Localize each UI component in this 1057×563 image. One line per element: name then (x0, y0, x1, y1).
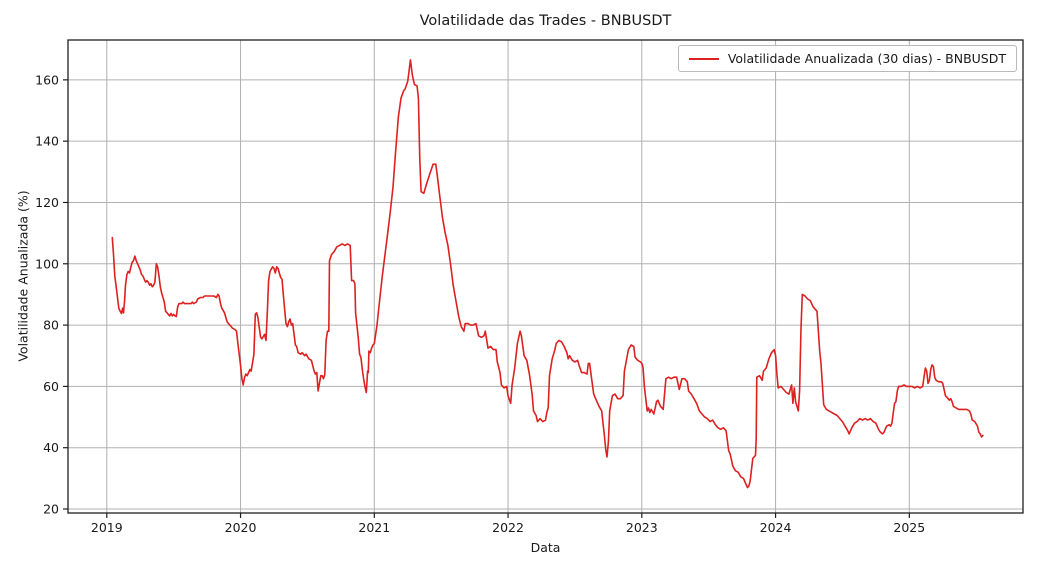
y-tick-label: 160 (35, 72, 59, 87)
y-tick-label: 20 (43, 502, 59, 517)
x-tick-label: 2022 (492, 520, 524, 535)
y-tick-label: 40 (43, 440, 59, 455)
axes-spines (67, 39, 1024, 514)
x-tick-label: 2023 (626, 520, 658, 535)
volatility-line-series (111, 59, 984, 489)
x-tick-label: 2019 (91, 520, 123, 535)
x-tick-label: 2024 (760, 520, 792, 535)
chart-title: Volatilidade das Trades - BNBUSDT (419, 13, 672, 29)
x-tick-label: 2020 (225, 520, 257, 535)
legend-line-swatch (688, 57, 719, 60)
legend-box: Volatilidade Anualizada (30 dias) - BNBU… (677, 45, 1017, 72)
y-tick-label: 120 (35, 195, 59, 210)
y-tick-label: 80 (43, 318, 59, 333)
x-axis-label: Data (530, 540, 561, 555)
x-tick-label: 2021 (358, 520, 390, 535)
y-tick-label: 140 (35, 134, 59, 149)
x-tick-label: 2025 (893, 520, 925, 535)
y-axis-label: Volatilidade Anualizada (%) (15, 190, 31, 362)
legend-label: Volatilidade Anualizada (30 dias) - BNBU… (727, 51, 1006, 66)
y-tick-label: 60 (43, 379, 59, 394)
y-tick-label: 100 (35, 256, 59, 271)
